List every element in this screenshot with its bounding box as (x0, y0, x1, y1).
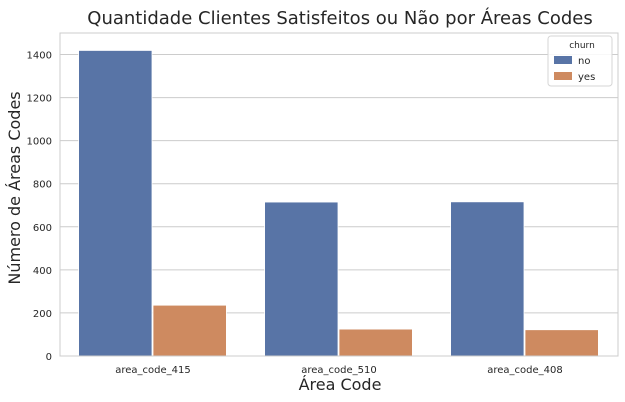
bar-yes-area_code_408 (524, 329, 599, 357)
bar-yes-area_code_510 (338, 328, 413, 357)
bar-no-area_code_415 (78, 50, 153, 357)
x-tick-label: area_code_510 (301, 365, 377, 376)
bar-yes-area_code_415 (152, 304, 227, 357)
y-axis-ticks: 0 200 400 600 800 1000 1200 1400 (27, 51, 52, 363)
legend-label-no: no (578, 56, 590, 67)
plot-frame (59, 32, 619, 357)
legend-label-yes: yes (578, 72, 595, 83)
x-axis-ticks: area_code_415 area_code_510 area_code_408 (115, 365, 563, 376)
legend-title: churn (569, 41, 595, 51)
y-tick-label: 200 (33, 309, 52, 320)
y-tick-label: 0 (46, 352, 52, 363)
y-tick-label: 1000 (27, 137, 52, 148)
y-tick-label: 400 (33, 266, 52, 277)
y-tick-label: 600 (33, 223, 52, 234)
x-tick-label: area_code_415 (115, 365, 191, 376)
legend-swatch-yes (554, 72, 572, 80)
y-tick-label: 1400 (27, 51, 52, 62)
bar-no-area_code_510 (264, 201, 339, 357)
legend-swatch-no (554, 56, 572, 64)
x-tick-label: area_code_408 (487, 365, 563, 376)
bar-no-area_code_408 (450, 201, 525, 357)
y-tick-label: 800 (33, 180, 52, 191)
y-axis-label: Número de Áreas Codes (5, 91, 24, 284)
x-axis-label: Área Code (299, 375, 382, 394)
legend: churn no yes (547, 35, 613, 87)
y-tick-label: 1200 (27, 94, 52, 105)
plot-border (59, 32, 619, 357)
chart-title: Quantidade Clientes Satisfeitos ou Não p… (87, 7, 592, 29)
bars (78, 50, 599, 357)
